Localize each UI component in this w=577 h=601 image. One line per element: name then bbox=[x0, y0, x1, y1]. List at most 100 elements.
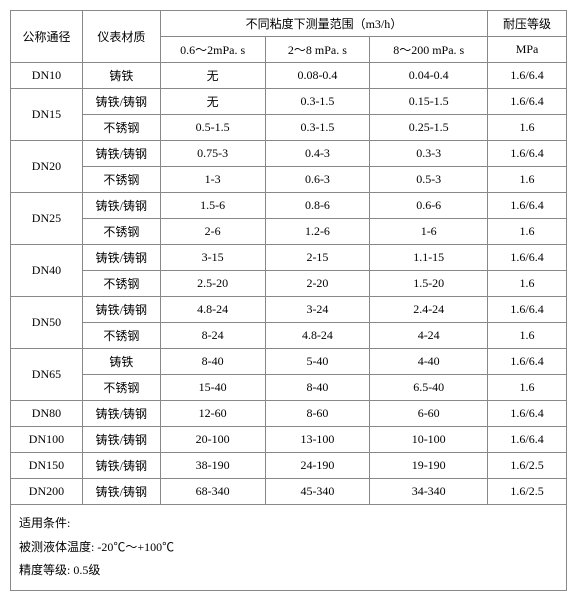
footer-accuracy: 精度等级: 0.5级 bbox=[19, 560, 558, 582]
table-row: DN25铸铁/铸钢1.5-60.8-60.6-61.6/6.4 bbox=[11, 193, 567, 219]
cell-material: 铸铁/铸钢 bbox=[82, 89, 160, 115]
cell-pressure: 1.6/6.4 bbox=[488, 349, 567, 375]
table-row: DN65铸铁8-405-404-401.6/6.4 bbox=[11, 349, 567, 375]
cell-v2: 4.8-24 bbox=[265, 323, 370, 349]
cell-v1: 4.8-24 bbox=[160, 297, 265, 323]
cell-material: 不锈钢 bbox=[82, 271, 160, 297]
footer-temp-label: 被测液体温度: bbox=[19, 540, 94, 554]
table-row: 不锈钢2.5-202-201.5-201.6 bbox=[11, 271, 567, 297]
cell-v2: 8-40 bbox=[265, 375, 370, 401]
cell-v1: 2.5-20 bbox=[160, 271, 265, 297]
cell-pressure: 1.6/2.5 bbox=[488, 479, 567, 505]
cell-v1: 0.75-3 bbox=[160, 141, 265, 167]
cell-v1: 3-15 bbox=[160, 245, 265, 271]
footer-conditions-label: 适用条件: bbox=[19, 513, 558, 535]
table-row: DN200铸铁/铸钢68-34045-34034-3401.6/2.5 bbox=[11, 479, 567, 505]
cell-material: 铸铁/铸钢 bbox=[82, 193, 160, 219]
header-visc1: 0.6～2mPa. s bbox=[160, 37, 265, 63]
cell-v3: 0.3-3 bbox=[370, 141, 488, 167]
cell-pressure: 1.6 bbox=[488, 271, 567, 297]
cell-pressure: 1.6 bbox=[488, 115, 567, 141]
footer-accuracy-value: 0.5级 bbox=[73, 563, 100, 577]
cell-pressure: 1.6/2.5 bbox=[488, 453, 567, 479]
cell-v2: 0.3-1.5 bbox=[265, 115, 370, 141]
table-row: 不锈钢0.5-1.50.3-1.50.25-1.51.6 bbox=[11, 115, 567, 141]
cell-v1: 8-40 bbox=[160, 349, 265, 375]
cell-pressure: 1.6/6.4 bbox=[488, 89, 567, 115]
cell-v2: 8-60 bbox=[265, 401, 370, 427]
cell-v2: 0.08-0.4 bbox=[265, 63, 370, 89]
cell-v1: 8-24 bbox=[160, 323, 265, 349]
cell-v3: 19-190 bbox=[370, 453, 488, 479]
cell-v2: 3-24 bbox=[265, 297, 370, 323]
cell-material: 铸铁/铸钢 bbox=[82, 297, 160, 323]
cell-v2: 24-190 bbox=[265, 453, 370, 479]
table-row: DN10铸铁无0.08-0.40.04-0.41.6/6.4 bbox=[11, 63, 567, 89]
cell-material: 铸铁/铸钢 bbox=[82, 479, 160, 505]
cell-dn: DN40 bbox=[11, 245, 83, 297]
cell-v2: 5-40 bbox=[265, 349, 370, 375]
cell-v1: 12-60 bbox=[160, 401, 265, 427]
cell-material: 不锈钢 bbox=[82, 323, 160, 349]
table-row: 不锈钢15-408-406.5-401.6 bbox=[11, 375, 567, 401]
cell-material: 铸铁/铸钢 bbox=[82, 427, 160, 453]
cell-v2: 13-100 bbox=[265, 427, 370, 453]
cell-material: 不锈钢 bbox=[82, 115, 160, 141]
header-range-group: 不同粘度下测量范围（m3/h） bbox=[160, 11, 487, 37]
cell-v3: 1-6 bbox=[370, 219, 488, 245]
table-row: DN15铸铁/铸钢无0.3-1.50.15-1.51.6/6.4 bbox=[11, 89, 567, 115]
cell-pressure: 1.6/6.4 bbox=[488, 401, 567, 427]
cell-v2: 2-15 bbox=[265, 245, 370, 271]
table-row: DN50铸铁/铸钢4.8-243-242.4-241.6/6.4 bbox=[11, 297, 567, 323]
header-pressure-unit: MPa bbox=[488, 37, 567, 63]
cell-pressure: 1.6/6.4 bbox=[488, 297, 567, 323]
table-row: DN40铸铁/铸钢3-152-151.1-151.6/6.4 bbox=[11, 245, 567, 271]
cell-pressure: 1.6/6.4 bbox=[488, 427, 567, 453]
cell-dn: DN150 bbox=[11, 453, 83, 479]
cell-pressure: 1.6/6.4 bbox=[488, 141, 567, 167]
cell-v3: 34-340 bbox=[370, 479, 488, 505]
cell-v2: 1.2-6 bbox=[265, 219, 370, 245]
cell-v1: 20-100 bbox=[160, 427, 265, 453]
cell-dn: DN200 bbox=[11, 479, 83, 505]
cell-v3: 4-24 bbox=[370, 323, 488, 349]
cell-dn: DN80 bbox=[11, 401, 83, 427]
cell-pressure: 1.6/6.4 bbox=[488, 245, 567, 271]
header-visc3: 8～200 mPa. s bbox=[370, 37, 488, 63]
header-material: 仪表材质 bbox=[82, 11, 160, 63]
cell-pressure: 1.6 bbox=[488, 323, 567, 349]
header-pressure: 耐压等级 bbox=[488, 11, 567, 37]
cell-v1: 38-190 bbox=[160, 453, 265, 479]
cell-pressure: 1.6 bbox=[488, 167, 567, 193]
cell-v3: 4-40 bbox=[370, 349, 488, 375]
cell-material: 铸铁 bbox=[82, 349, 160, 375]
cell-pressure: 1.6 bbox=[488, 375, 567, 401]
cell-v3: 1.1-15 bbox=[370, 245, 488, 271]
cell-dn: DN100 bbox=[11, 427, 83, 453]
cell-material: 铸铁/铸钢 bbox=[82, 141, 160, 167]
table-body: DN10铸铁无0.08-0.40.04-0.41.6/6.4DN15铸铁/铸钢无… bbox=[11, 63, 567, 505]
cell-v3: 0.25-1.5 bbox=[370, 115, 488, 141]
cell-v1: 1-3 bbox=[160, 167, 265, 193]
cell-v1: 0.5-1.5 bbox=[160, 115, 265, 141]
cell-v3: 6-60 bbox=[370, 401, 488, 427]
footer-temperature: 被测液体温度: -20℃～+100℃ bbox=[19, 537, 558, 559]
footer-accuracy-label: 精度等级: bbox=[19, 563, 70, 577]
cell-pressure: 1.6/6.4 bbox=[488, 63, 567, 89]
cell-dn: DN50 bbox=[11, 297, 83, 349]
table-row: DN150铸铁/铸钢38-19024-19019-1901.6/2.5 bbox=[11, 453, 567, 479]
cell-v1: 无 bbox=[160, 63, 265, 89]
cell-material: 不锈钢 bbox=[82, 167, 160, 193]
cell-v1: 无 bbox=[160, 89, 265, 115]
cell-dn: DN10 bbox=[11, 63, 83, 89]
cell-v2: 0.4-3 bbox=[265, 141, 370, 167]
cell-v3: 0.04-0.4 bbox=[370, 63, 488, 89]
table-row: DN20铸铁/铸钢0.75-30.4-30.3-31.6/6.4 bbox=[11, 141, 567, 167]
cell-v3: 10-100 bbox=[370, 427, 488, 453]
cell-pressure: 1.6/6.4 bbox=[488, 193, 567, 219]
cell-v2: 45-340 bbox=[265, 479, 370, 505]
cell-v3: 0.15-1.5 bbox=[370, 89, 488, 115]
table-row: 不锈钢8-244.8-244-241.6 bbox=[11, 323, 567, 349]
header-nominal-diameter: 公称通径 bbox=[11, 11, 83, 63]
table-row: DN100铸铁/铸钢20-10013-10010-1001.6/6.4 bbox=[11, 427, 567, 453]
